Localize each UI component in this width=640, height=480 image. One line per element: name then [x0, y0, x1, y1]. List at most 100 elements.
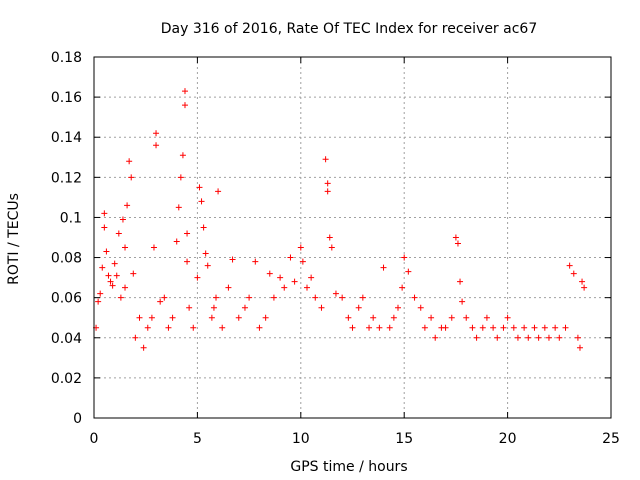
data-point — [119, 216, 126, 223]
data-point — [428, 314, 435, 321]
data-point — [339, 294, 346, 301]
data-point — [349, 324, 356, 331]
axis-ticks — [93, 56, 612, 419]
data-point — [179, 152, 186, 159]
data-point — [136, 314, 143, 321]
data-point — [196, 184, 203, 191]
data-point — [545, 334, 552, 341]
data-point — [324, 188, 331, 195]
x-tick-label: 20 — [499, 431, 517, 447]
data-points — [93, 88, 588, 351]
data-point — [95, 298, 102, 305]
data-point — [442, 324, 449, 331]
data-point — [328, 244, 335, 251]
plot-frame — [93, 56, 612, 419]
data-point — [525, 334, 532, 341]
data-point — [326, 234, 333, 241]
y-tick-label: 0.16 — [51, 90, 82, 106]
y-axis-label: ROTI / TECUs — [6, 193, 22, 285]
data-point — [322, 156, 329, 163]
data-point — [140, 344, 147, 351]
chart-title: Day 316 of 2016, Rate Of TEC Index for r… — [161, 21, 537, 37]
data-point — [181, 102, 188, 109]
data-point — [531, 324, 538, 331]
data-point — [312, 294, 319, 301]
data-point — [157, 298, 164, 305]
data-point — [399, 284, 406, 291]
data-point — [190, 324, 197, 331]
y-tick-label: 0.1 — [60, 210, 82, 226]
data-point — [165, 324, 172, 331]
data-point — [510, 324, 517, 331]
data-point — [297, 244, 304, 251]
data-point — [345, 314, 352, 321]
data-point — [109, 282, 116, 289]
data-point — [562, 324, 569, 331]
data-point — [291, 278, 298, 285]
data-point — [266, 270, 273, 277]
data-point — [463, 314, 470, 321]
data-point — [494, 334, 501, 341]
data-point — [366, 324, 373, 331]
data-point — [229, 256, 236, 263]
data-point — [252, 258, 259, 265]
data-point — [208, 314, 215, 321]
data-point — [556, 334, 563, 341]
data-point — [483, 314, 490, 321]
data-point — [111, 260, 118, 267]
data-point — [150, 244, 157, 251]
data-point — [376, 324, 383, 331]
grid — [94, 57, 611, 418]
data-point — [169, 314, 176, 321]
x-tick-label: 10 — [292, 431, 310, 447]
data-point — [490, 324, 497, 331]
data-point — [215, 188, 222, 195]
x-tick-label: 15 — [395, 431, 413, 447]
data-point — [514, 334, 521, 341]
data-point — [448, 314, 455, 321]
data-point — [541, 324, 548, 331]
data-point — [405, 268, 412, 275]
data-point — [173, 238, 180, 245]
data-point — [386, 324, 393, 331]
data-point — [204, 262, 211, 269]
data-point — [128, 174, 135, 181]
y-tick-label: 0 — [73, 411, 82, 427]
data-point — [184, 258, 191, 265]
data-point — [479, 324, 486, 331]
data-point — [390, 314, 397, 321]
data-point — [101, 210, 108, 217]
data-point — [277, 274, 284, 281]
data-point — [153, 142, 160, 149]
data-point — [153, 130, 160, 137]
data-point — [194, 274, 201, 281]
data-point — [124, 202, 131, 209]
y-tick-label: 0.04 — [51, 331, 82, 347]
data-point — [148, 314, 155, 321]
data-point — [566, 262, 573, 269]
data-point — [177, 174, 184, 181]
data-point — [452, 234, 459, 241]
y-tick-label: 0.02 — [51, 371, 82, 387]
data-point — [380, 264, 387, 271]
data-point — [144, 324, 151, 331]
data-point — [262, 314, 269, 321]
data-point — [521, 324, 528, 331]
data-point — [432, 334, 439, 341]
data-point — [281, 284, 288, 291]
data-point — [117, 294, 124, 301]
data-point — [359, 294, 366, 301]
data-point — [184, 230, 191, 237]
data-point — [459, 298, 466, 305]
data-point — [552, 324, 559, 331]
data-point — [421, 324, 428, 331]
data-point — [115, 230, 122, 237]
data-point — [132, 334, 139, 341]
data-point — [299, 258, 306, 265]
data-point — [175, 204, 182, 211]
data-point — [574, 334, 581, 341]
data-point — [457, 278, 464, 285]
data-point — [454, 240, 461, 247]
x-tick-label: 25 — [602, 431, 620, 447]
